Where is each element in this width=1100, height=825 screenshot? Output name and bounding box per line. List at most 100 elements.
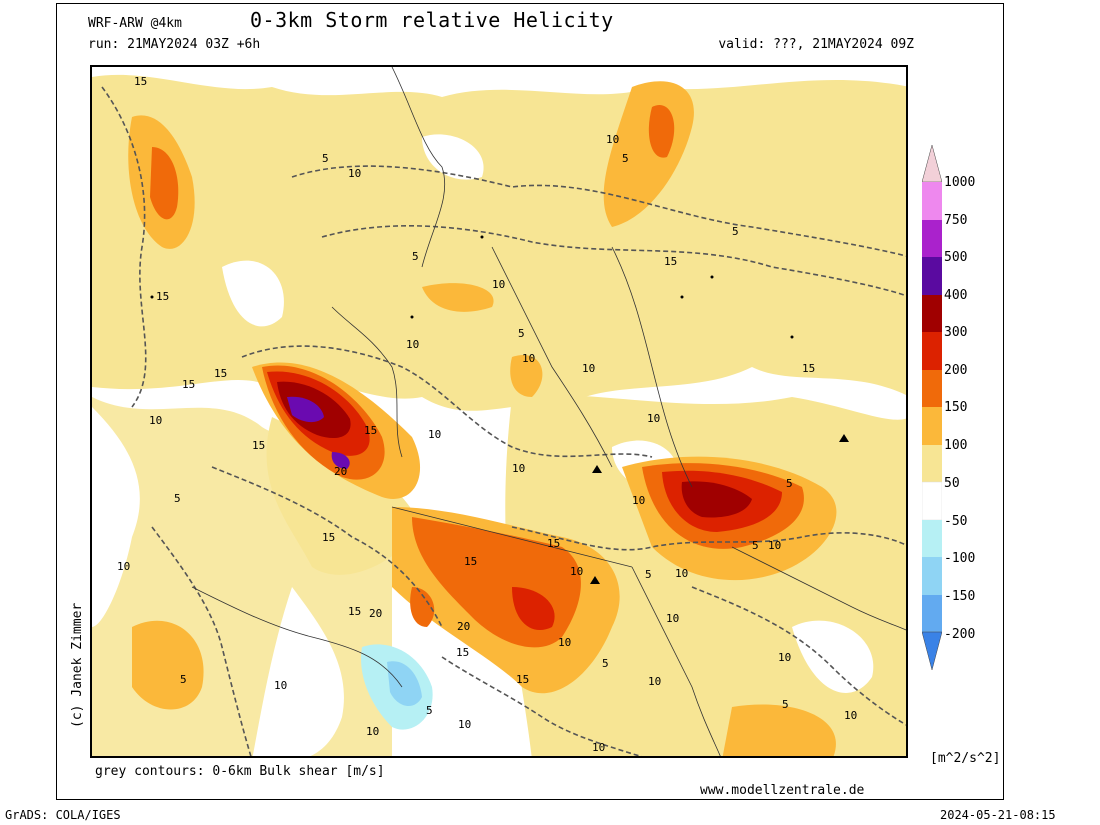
colorbar-label: 1000 bbox=[944, 175, 976, 190]
colorbar-swatch-neg150-neg200 bbox=[922, 595, 942, 632]
colorbar-swatch-neg100-neg150 bbox=[922, 557, 942, 595]
colorbar-units: [m^2/s^2] bbox=[930, 751, 1001, 766]
country-borders bbox=[191, 67, 906, 756]
contour-label: 10 bbox=[348, 167, 361, 180]
colorbar-swatch-50-100 bbox=[922, 445, 942, 482]
contours-note: grey contours: 0-6km Bulk shear [m/s] bbox=[95, 764, 385, 779]
contour-label: 5 bbox=[732, 225, 739, 238]
contour-label: 10 bbox=[582, 362, 595, 375]
contour-label: 5 bbox=[602, 657, 609, 670]
contour-label: 10 bbox=[778, 651, 791, 664]
colorbar-swatch-200-300 bbox=[922, 332, 942, 370]
helicity-map[interactable]: 15 5 10 10 5 15 5 10 15 5 10 5 10 10 15 … bbox=[90, 65, 908, 758]
contour-label: 10 bbox=[522, 352, 535, 365]
colorbar-label: -200 bbox=[944, 627, 976, 642]
plot-frame bbox=[56, 3, 1004, 800]
valid-time-label: valid: ???, 21MAY2024 09Z bbox=[718, 37, 914, 52]
colorbar-swatch-neutral bbox=[921, 481, 943, 521]
colorbar-label: -50 bbox=[944, 514, 968, 529]
contour-label: 5 bbox=[180, 673, 187, 686]
contour-label: 15 bbox=[156, 290, 169, 303]
colorbar-swatch-100-150 bbox=[922, 407, 942, 445]
contour-label: 10 bbox=[366, 725, 379, 738]
contour-label: 15 bbox=[802, 362, 815, 375]
colorbar-swatch-neg50-neg100 bbox=[922, 520, 942, 557]
contour-label: 5 bbox=[622, 152, 629, 165]
contour-label: 5 bbox=[752, 539, 759, 552]
city-markers bbox=[150, 235, 849, 584]
colorbar-label: 300 bbox=[944, 325, 968, 340]
contour-labels: 15 5 10 10 5 15 5 10 15 5 10 5 10 10 15 … bbox=[117, 75, 857, 754]
generation-timestamp: 2024-05-21-08:15 bbox=[940, 808, 1056, 822]
contour-label: 5 bbox=[426, 704, 433, 717]
contour-label: 5 bbox=[782, 698, 789, 711]
contour-label: 10 bbox=[606, 133, 619, 146]
contour-label: 15 bbox=[516, 673, 529, 686]
website-link[interactable]: www.modellzentrale.de bbox=[700, 783, 865, 798]
contour-label: 5 bbox=[518, 327, 525, 340]
contour-label: 15 bbox=[348, 605, 361, 618]
contour-label: 15 bbox=[134, 75, 147, 88]
contour-label: 5 bbox=[322, 152, 329, 165]
colorbar-swatch-500-750 bbox=[922, 220, 942, 257]
colorbar-swatch-400-500 bbox=[922, 257, 942, 295]
contour-label: 5 bbox=[412, 250, 419, 263]
contour-label: 15 bbox=[464, 555, 477, 568]
colorbar-swatch-150-200 bbox=[922, 370, 942, 407]
colorbar-label: -100 bbox=[944, 551, 976, 566]
contour-label: 15 bbox=[547, 537, 560, 550]
run-label: run: 21MAY2024 03Z +6h bbox=[88, 37, 261, 52]
colorbar-svg bbox=[921, 144, 943, 671]
colorbar-top-cap bbox=[921, 144, 943, 183]
contour-label: 15 bbox=[664, 255, 677, 268]
bulk-shear-contours bbox=[101, 86, 906, 756]
contour-label: 15 bbox=[214, 367, 227, 380]
colorbar-label: 500 bbox=[944, 250, 968, 265]
contour-label: 10 bbox=[632, 494, 645, 507]
contour-label: 10 bbox=[458, 718, 471, 731]
contour-label: 10 bbox=[675, 567, 688, 580]
city-marker-triangle bbox=[592, 465, 602, 473]
contour-label: 10 bbox=[558, 636, 571, 649]
colorbar-swatch-750-1000 bbox=[922, 182, 942, 220]
contour-label: 20 bbox=[369, 607, 382, 620]
grads-credit: GrADS: COLA/IGES bbox=[5, 808, 121, 822]
field-fill-negative bbox=[361, 644, 433, 730]
map-title: 0-3km Storm relative Helicity bbox=[250, 8, 614, 32]
colorbar-label: 50 bbox=[944, 476, 960, 491]
contour-label: 10 bbox=[648, 675, 661, 688]
contour-label: 10 bbox=[149, 414, 162, 427]
contour-label: 10 bbox=[592, 741, 605, 754]
city-marker-triangle bbox=[839, 434, 849, 442]
contour-label: 20 bbox=[334, 465, 347, 478]
colorbar-bottom-cap bbox=[921, 631, 943, 671]
contour-label: 15 bbox=[182, 378, 195, 391]
contour-label: 5 bbox=[786, 477, 793, 490]
colorbar-label: -150 bbox=[944, 589, 976, 604]
contour-label: 5 bbox=[174, 492, 181, 505]
contour-label: 10 bbox=[570, 565, 583, 578]
contour-label: 10 bbox=[844, 709, 857, 722]
contour-label: 10 bbox=[406, 338, 419, 351]
contour-label: 10 bbox=[492, 278, 505, 291]
contour-label: 10 bbox=[428, 428, 441, 441]
colorbar-label: 200 bbox=[944, 363, 968, 378]
colorbar bbox=[921, 144, 943, 671]
colorbar-label: 100 bbox=[944, 438, 968, 453]
field-fill-500-750 bbox=[287, 396, 350, 469]
contour-label: 10 bbox=[512, 462, 525, 475]
colorbar-label: 750 bbox=[944, 213, 968, 228]
colorbar-label: 150 bbox=[944, 400, 968, 415]
model-label: WRF-ARW @4km bbox=[88, 16, 182, 31]
contour-label: 10 bbox=[666, 612, 679, 625]
contour-label: 15 bbox=[364, 424, 377, 437]
contour-label: 15 bbox=[456, 646, 469, 659]
contour-label: 15 bbox=[322, 531, 335, 544]
contour-label: 10 bbox=[647, 412, 660, 425]
contour-label: 15 bbox=[252, 439, 265, 452]
contour-label: 10 bbox=[768, 539, 781, 552]
contour-label: 10 bbox=[274, 679, 287, 692]
colorbar-label: 400 bbox=[944, 288, 968, 303]
city-marker-triangle bbox=[590, 576, 600, 584]
author-credit: (c) Janek Zimmer bbox=[70, 602, 85, 728]
